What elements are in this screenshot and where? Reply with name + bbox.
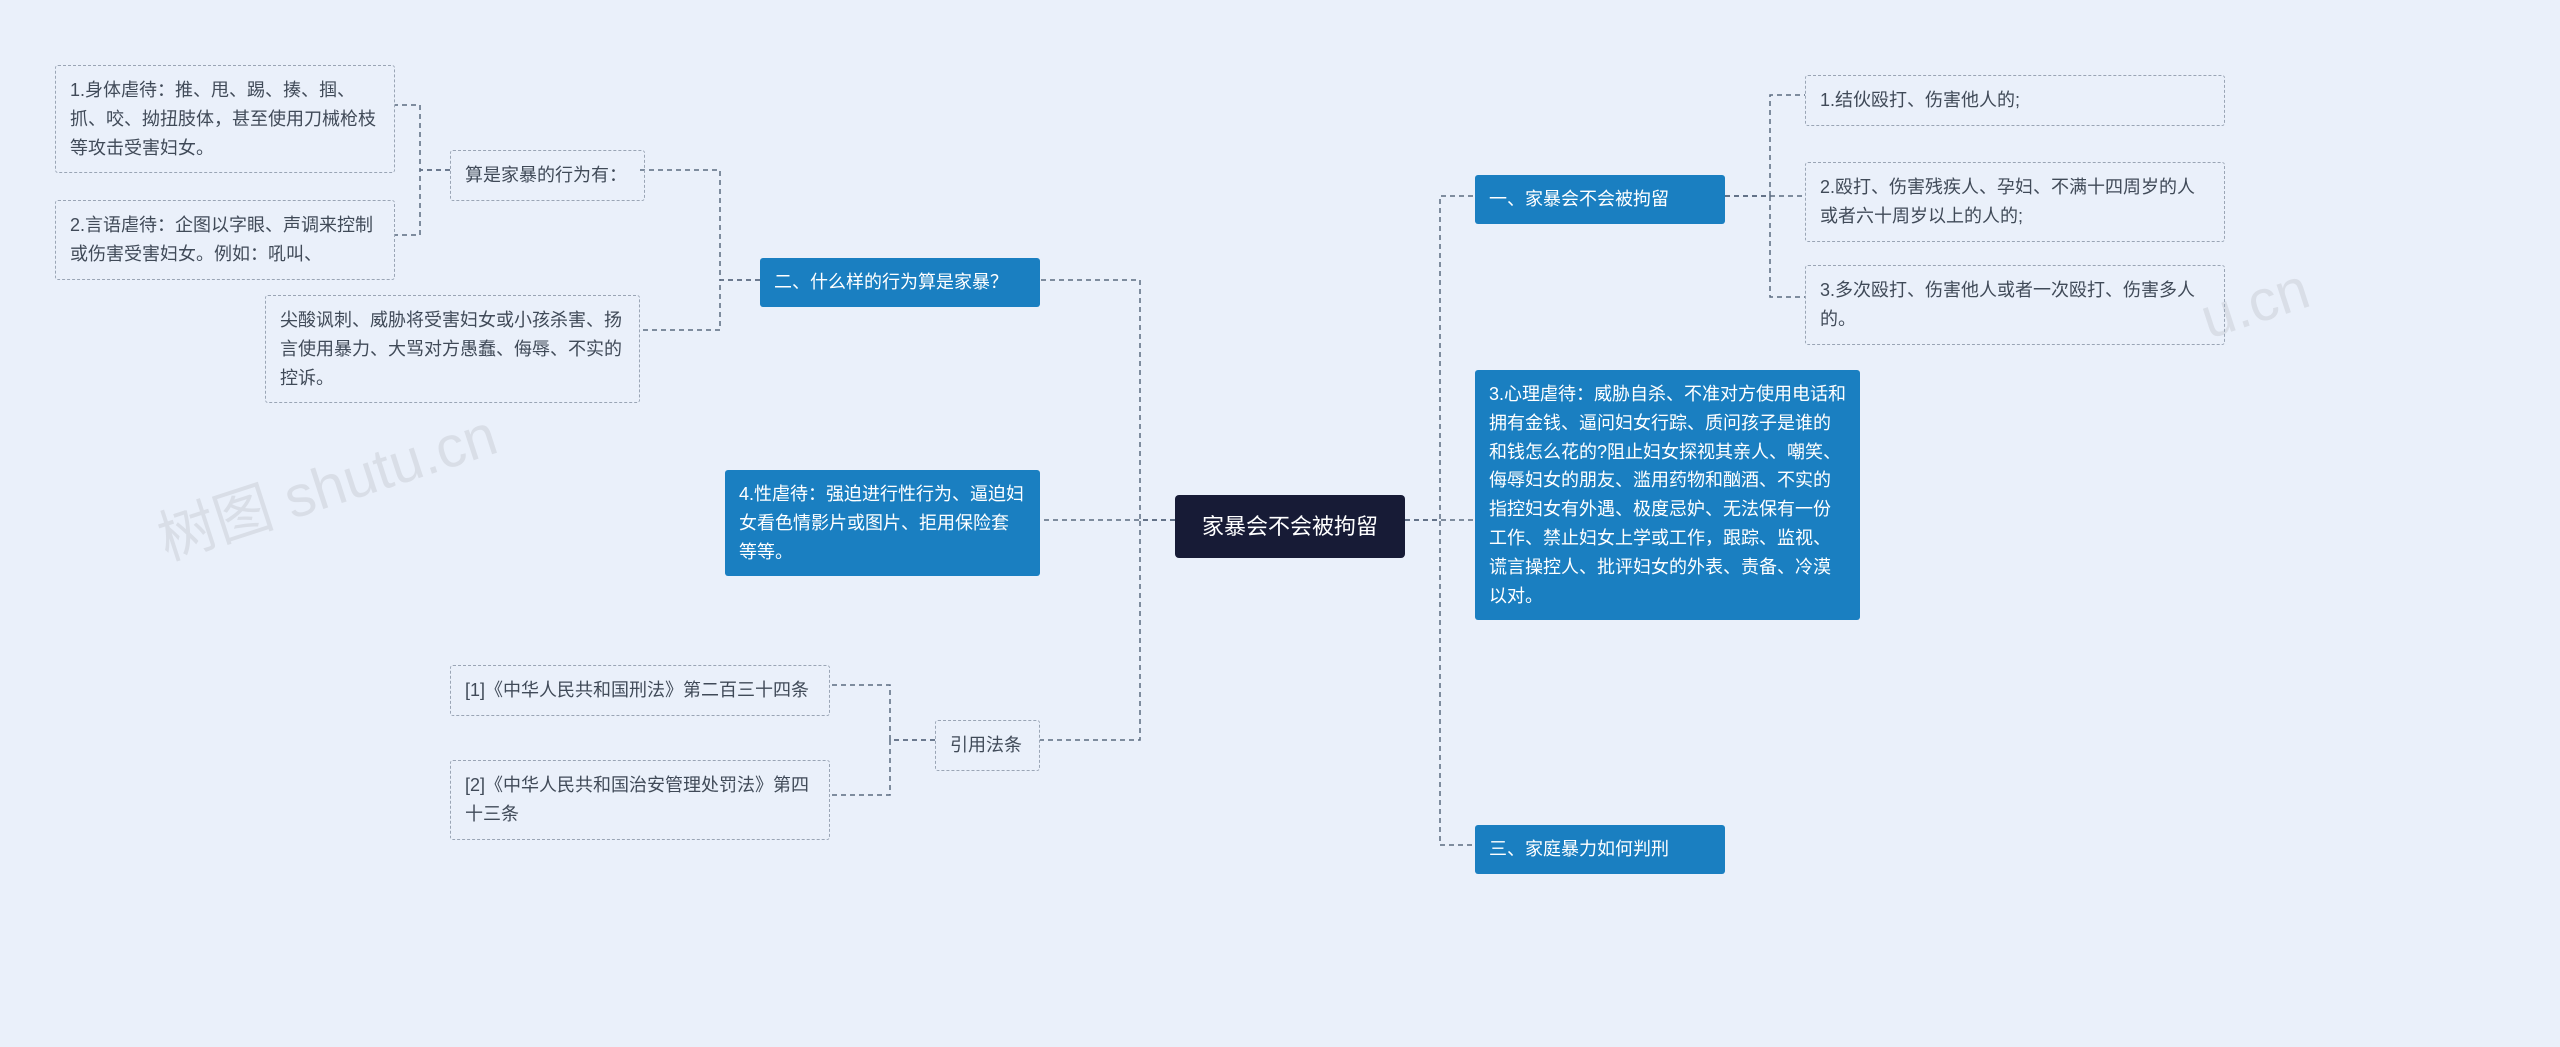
node-l2: 4.性虐待：强迫进行性行为、逼迫妇女看色情影片或图片、拒用保险套等等。 [725,470,1040,576]
node-r1c: 3.多次殴打、伤害他人或者一次殴打、伤害多人的。 [1805,265,2225,345]
root-node: 家暴会不会被拘留 [1175,495,1405,558]
node-r1: 一、家暴会不会被拘留 [1475,175,1725,224]
node-l3b: [2]《中华人民共和国治安管理处罚法》第四十三条 [450,760,830,840]
node-r1a: 1.结伙殴打、伤害他人的; [1805,75,2225,126]
node-l3: 引用法条 [935,720,1040,771]
node-l1a: 算是家暴的行为有： [450,150,645,201]
node-l1b: 尖酸讽刺、威胁将受害妇女或小孩杀害、扬言使用暴力、大骂对方愚蠢、侮辱、不实的控诉… [265,295,640,403]
node-r2: 3.心理虐待：威胁自杀、不准对方使用电话和拥有金钱、逼问妇女行踪、质问孩子是谁的… [1475,370,1860,620]
node-l1a2: 2.言语虐待：企图以字眼、声调来控制或伤害受害妇女。例如：吼叫、 [55,200,395,280]
node-r3: 三、家庭暴力如何判刑 [1475,825,1725,874]
node-l1a1: 1.身体虐待：推、甩、踢、揍、掴、抓、咬、拗扭肢体，甚至使用刀械枪枝等攻击受害妇… [55,65,395,173]
node-l1: 二、什么样的行为算是家暴？ [760,258,1040,307]
node-r1b: 2.殴打、伤害残疾人、孕妇、不满十四周岁的人或者六十周岁以上的人的; [1805,162,2225,242]
node-l3a: [1]《中华人民共和国刑法》第二百三十四条 [450,665,830,716]
watermark: 树图 shutu.cn [146,388,506,576]
